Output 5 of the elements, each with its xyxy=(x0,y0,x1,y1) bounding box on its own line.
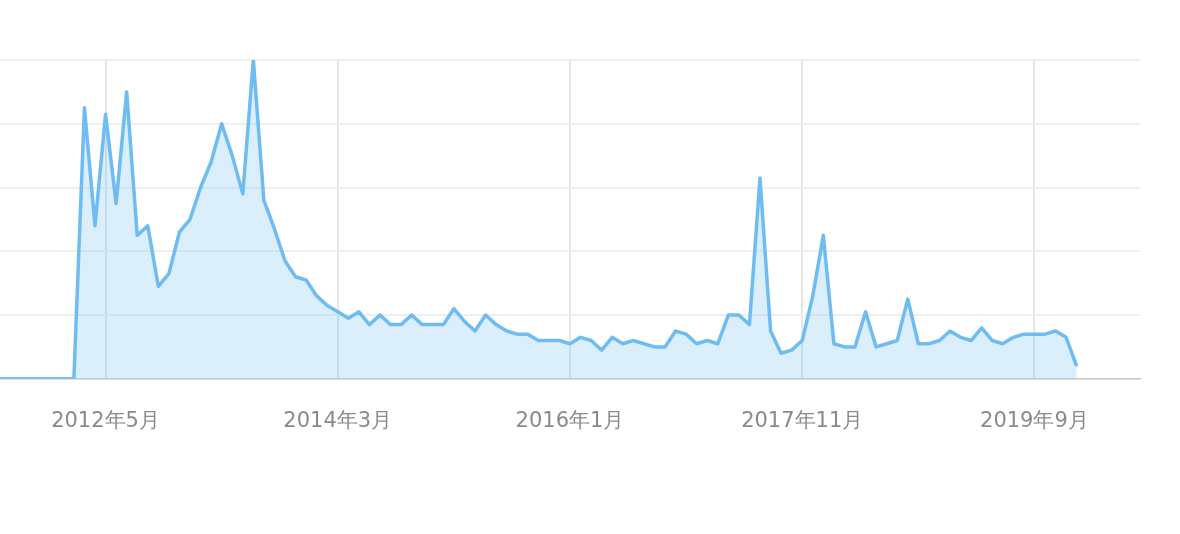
x-tick-label: 2016年1月 xyxy=(515,407,625,432)
x-tick-label: 2014年3月 xyxy=(283,407,393,432)
x-tick-label: 2012年5月 xyxy=(51,407,160,432)
x-tick-label: 2019年9月 xyxy=(980,407,1089,432)
x-tick-label: 2017年11月 xyxy=(741,407,864,432)
